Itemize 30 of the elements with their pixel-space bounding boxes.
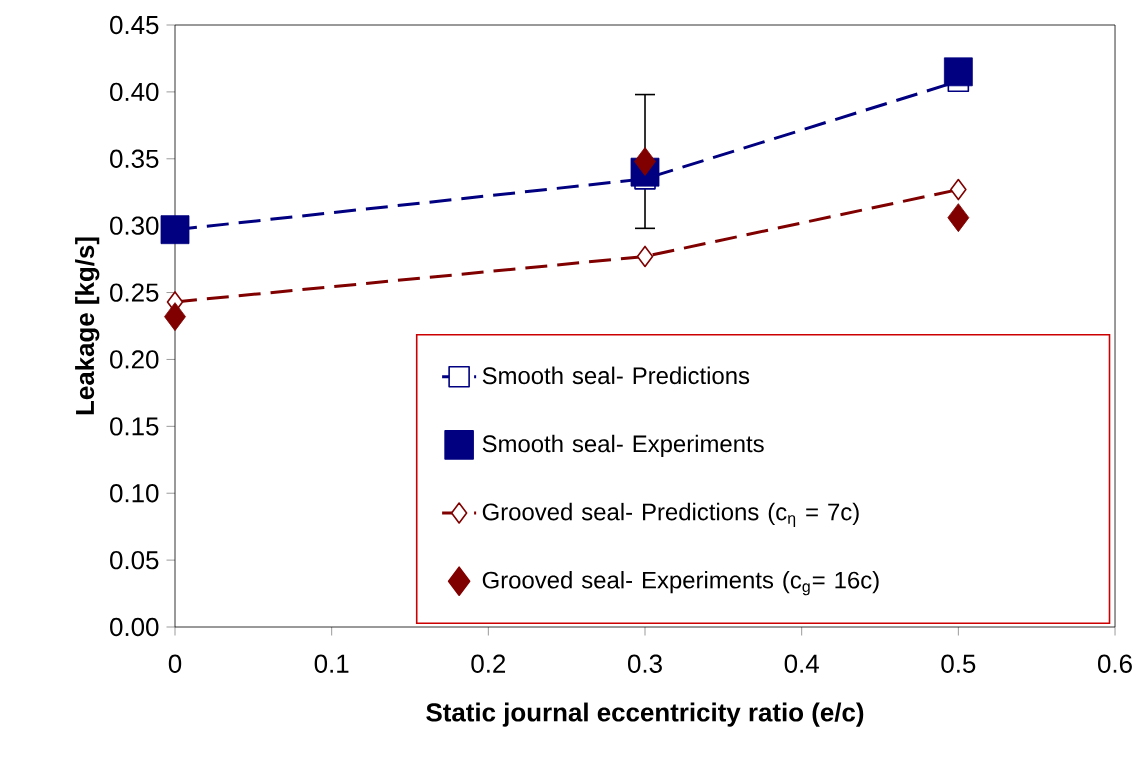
y-tick-label: 0.35 [110,149,159,168]
point [164,302,186,332]
y-tick-label: 0.25 [110,283,159,302]
point [160,215,190,245]
y-tick-label: 0.15 [110,417,159,436]
point [634,147,656,176]
x-tick-label: 0.1 [314,654,349,673]
y-tick-label: 0.20 [110,350,159,369]
legend-label: Grooved seal- Predictions (c$_{η}$ = 7c) [482,502,859,528]
point [636,245,654,268]
y-axis-title: Leakage [kg/s] [75,237,100,415]
legend-label: Smooth seal- Predictions [482,366,750,385]
x-tick-label: 0.3 [628,654,662,673]
y-tick-label: 0.30 [110,216,159,235]
legend-label: Grooved seal- Experiments (c$_{g}$= 16c) [482,571,879,596]
y-tick-label: 0.10 [110,484,159,503]
y-tick-label: 0.45 [110,15,159,35]
x-tick-label: 0.2 [471,654,506,673]
y-tick-label: 0.05 [110,550,159,570]
x-tick-label: 0.4 [784,654,819,673]
x-tick-label: 0 [168,654,182,673]
point [943,57,973,87]
legend-label: Smooth seal- Experiments [482,434,764,458]
x-tick-label: 0.5 [941,654,976,673]
y-tick-label: 0.00 [110,617,159,637]
point [947,203,970,233]
y-tick-label: 0.40 [110,82,159,102]
x-tick-label: 0.6 [1098,654,1132,673]
x-axis-title: Static journal eccentricity ratio (e/c) [426,702,864,727]
point [950,178,967,201]
